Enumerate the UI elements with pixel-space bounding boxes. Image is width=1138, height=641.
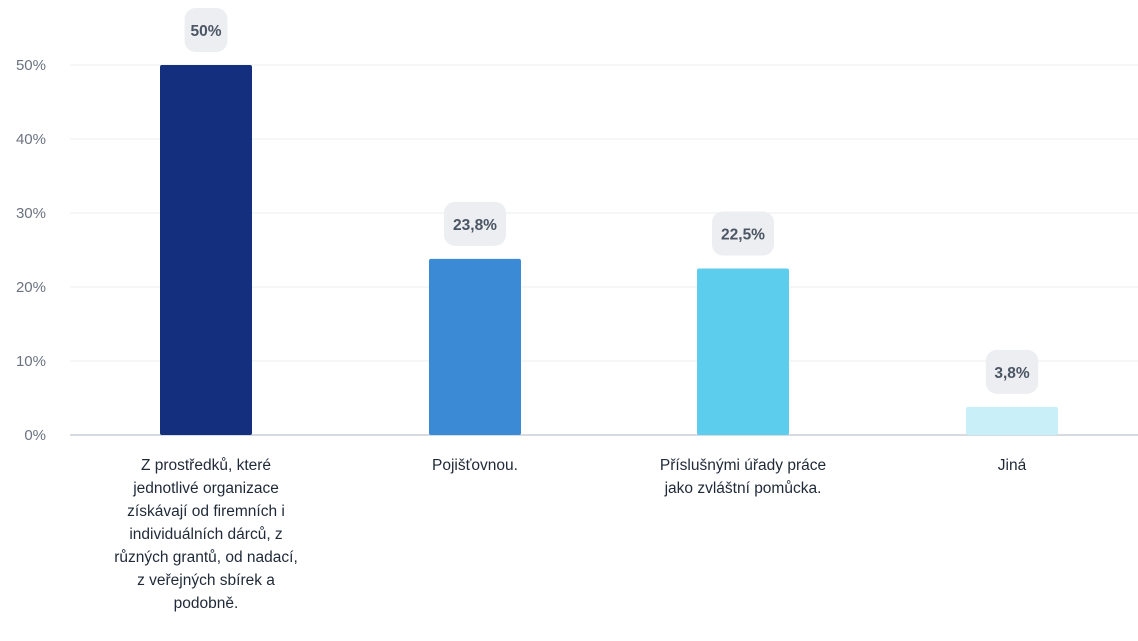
category-label-line: Z prostředků, které [141,457,271,474]
value-badge [444,201,506,246]
category-label: Jiná [998,457,1027,474]
y-tick-label: 10% [16,353,46,370]
value-label: 50% [190,23,221,40]
bar[interactable] [160,65,252,435]
y-axis: 0% 10% 20% 30% 40% 50% [16,57,46,444]
value-labels: 50% 23,8% 22,5% 3,8% [184,8,1039,394]
category-label: Příslušnými úřady práce jako zvláštní pom… [660,457,826,497]
value-badge [985,349,1039,394]
value-label: 22,5% [721,227,765,244]
y-tick-label: 30% [16,205,46,222]
category-label-line: Pojišťovnou. [432,457,518,474]
category-label: Z prostředků, které jednotlivé organizace… [114,457,298,612]
y-tick-label: 40% [16,131,46,148]
bar[interactable] [697,268,789,436]
category-label-line: individuálních dárců, z [129,526,282,543]
category-label-line: jednotlivé organizace [132,480,279,497]
category-label-line: jako zvláštní pomůcka. [664,480,822,497]
bar[interactable] [966,406,1058,435]
category-label-line: z veřejných sbírek a [137,572,275,589]
bars [160,65,1058,435]
value-badge [184,8,228,52]
y-tick-label: 50% [16,57,46,74]
y-tick-label: 20% [16,279,46,296]
x-axis: Z prostředků, které jednotlivé organizace… [114,457,1026,612]
category-label: Pojišťovnou. [432,457,518,474]
value-badge [712,211,774,256]
y-tick-label: 0% [24,427,46,444]
value-label: 3,8% [994,365,1030,382]
category-label-line: získávají od firemních i [127,503,285,520]
value-label: 23,8% [453,217,497,234]
category-label-line: různých grantů, od nadací, [114,549,298,566]
category-label-line: Jiná [998,457,1027,474]
category-label-line: Příslušnými úřady práce [660,457,826,474]
bar[interactable] [429,258,521,435]
category-label-line: podobně. [174,595,239,612]
